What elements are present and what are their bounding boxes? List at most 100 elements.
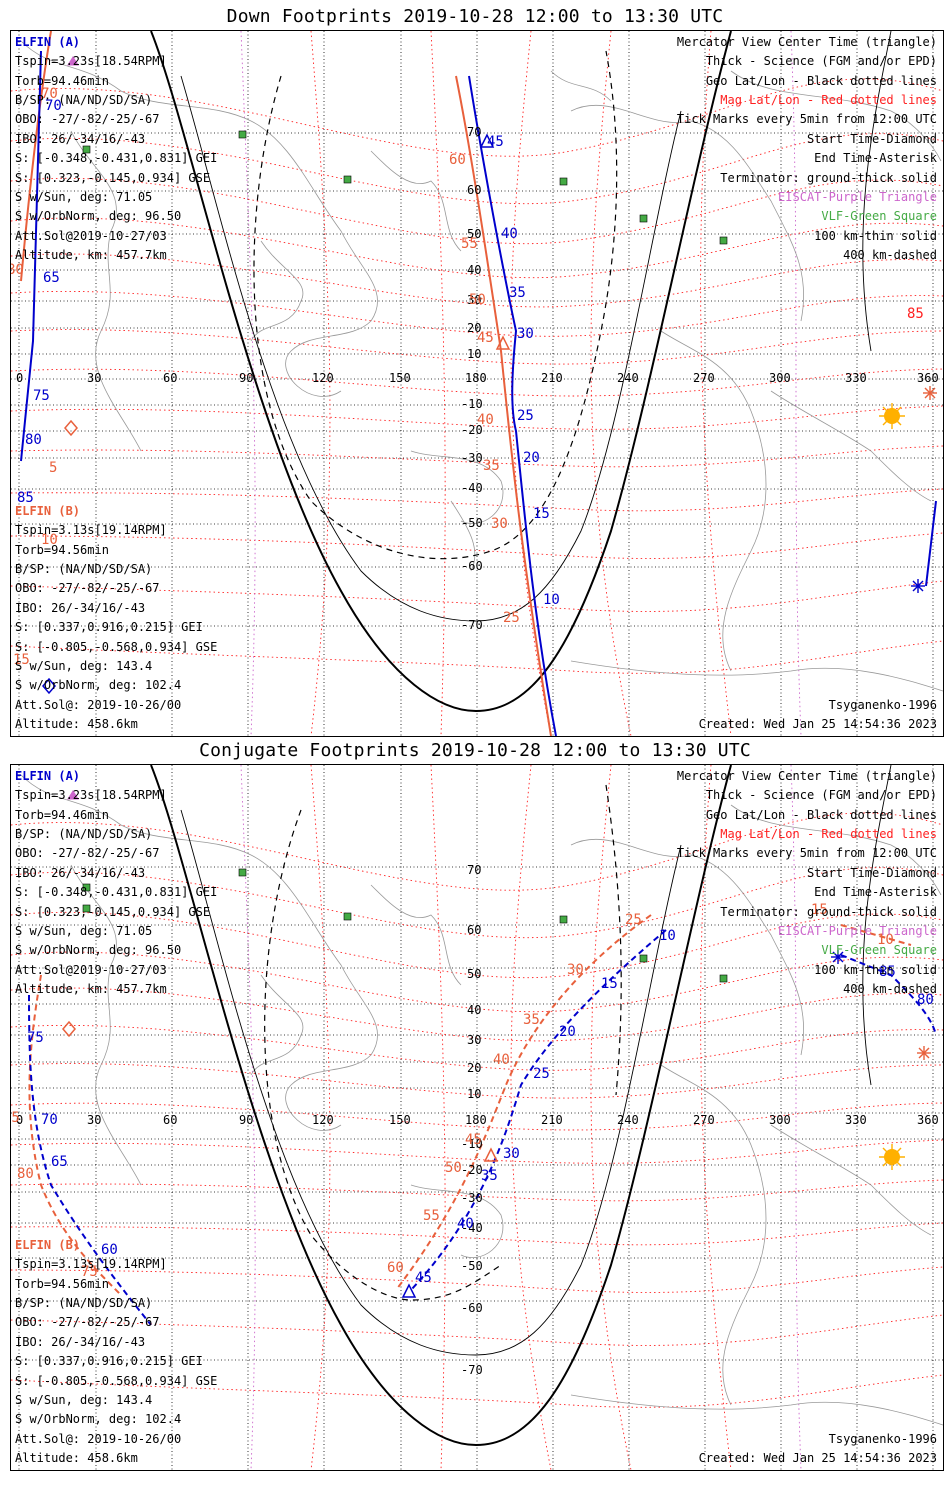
info-line: Att.Sol@2019-10-27/03: [15, 229, 167, 243]
track-label: 35: [481, 1168, 498, 1184]
info-line: IBO: 26/-34/16/-43: [15, 866, 146, 880]
info-line: Att.Sol@2019-10-27/03: [15, 963, 167, 977]
lat-tick: 20: [467, 1061, 482, 1075]
lat-tick: 10: [467, 1087, 482, 1101]
info-line: S w/Sun, deg: 143.4: [15, 659, 153, 673]
track-label: 45: [477, 330, 494, 346]
lon-tick: 180: [465, 371, 487, 385]
lon-tick: 180: [465, 1113, 487, 1127]
legend-line: End Time-Asterisk: [814, 151, 937, 165]
track-label: 45: [487, 134, 504, 150]
elfin-b-track: [20, 31, 552, 736]
lon-tick: 300: [769, 371, 791, 385]
lon-tick: 0: [16, 371, 24, 385]
info-line: Torb=94.46min: [15, 74, 109, 88]
info-line: Torb=94.46min: [15, 808, 109, 822]
lon-tick: 240: [617, 371, 639, 385]
info-line: S: [0.323,-0.145,0.934] GSE: [15, 905, 211, 919]
track-label: 60: [449, 152, 466, 168]
lat-tick: -50: [461, 516, 483, 530]
elfin-b-center-triangle-icon: [483, 1147, 499, 1162]
track-label: 10: [659, 928, 676, 944]
mag-grid: [11, 765, 943, 1470]
info-line: IBO: 26/-34/16/-43: [15, 601, 146, 615]
lat-tick: -60: [461, 1301, 483, 1315]
lon-tick: 120: [312, 1113, 334, 1127]
info-line: OBO: -27/-82/-25/-67: [15, 581, 160, 595]
lon-tick: 210: [541, 1113, 563, 1127]
elfin-a-center-triangle-icon: [401, 1283, 417, 1298]
info-line: S: [0.337,0.916,0.215] GEI: [15, 620, 203, 634]
conjugate-panel-title: Conjugate Footprints 2019-10-28 12:00 to…: [199, 740, 751, 761]
track-label: 10: [543, 592, 560, 608]
coastlines: [20, 40, 943, 692]
legend-line: Thick - Science (FGM and/or EPD): [705, 788, 937, 802]
lat-tick: -30: [461, 1191, 483, 1205]
eiscat-triangle-icon: [67, 790, 79, 800]
track-label: 30: [503, 1146, 520, 1162]
track-label: 20: [559, 1024, 576, 1040]
track-label: 75: [33, 388, 50, 404]
lat-tick: -10: [461, 1137, 483, 1151]
info-line: Tspin=3.23s[18.54RPM]: [15, 788, 167, 802]
track-label: 40: [477, 412, 494, 428]
track-label: 45: [415, 1270, 432, 1286]
track-label: 55: [423, 1208, 440, 1224]
lat-tick: -10: [461, 397, 483, 411]
track-label: 40: [493, 1052, 510, 1068]
lat-tick: -40: [461, 1221, 483, 1235]
track-label: 80: [25, 432, 42, 448]
lat-tick: -20: [461, 1163, 483, 1177]
elfin-a-center-triangle-icon: [479, 133, 495, 148]
elfin-b-track: [28, 914, 912, 1296]
info-line: Att.Sol@: 2019-10-26/00: [15, 698, 182, 712]
model-name: Tsyganenko-1996: [828, 1432, 937, 1446]
lon-tick: 150: [389, 1113, 411, 1127]
info-line: S w/OrbNorm, deg: 102.4: [15, 1412, 182, 1426]
elfin-a-start-diamond-icon: [42, 677, 56, 695]
lon-tick: 60: [163, 371, 178, 385]
legend-line: 100 km-thin solid: [814, 963, 937, 977]
info-line: Torb=94.56min: [15, 543, 109, 557]
lat-tick: 30: [467, 1033, 482, 1047]
elfin-a-end-asterisk-icon: [831, 950, 845, 964]
down-panel-title: Down Footprints 2019-10-28 12:00 to 13:3…: [226, 6, 724, 27]
track-label: 80: [11, 262, 24, 278]
lat-tick: -70: [461, 1363, 483, 1377]
elfin-a-header: ELFIN (A): [15, 769, 81, 783]
track-label: 10: [877, 932, 894, 948]
info-line: Altitude, km: 457.7km: [15, 982, 167, 996]
mag-grid: [11, 31, 943, 736]
down-footprints-panel: 0 30 60 90 120 150 180 210 240 270 300 3…: [10, 30, 944, 737]
lon-tick: 270: [693, 371, 715, 385]
info-line: B/SP: (NA/ND/SD/SA): [15, 562, 153, 576]
legend-line: Geo Lat/Lon - Black dotted lines: [705, 74, 937, 88]
track-label: 70: [45, 98, 62, 114]
lat-tick: -70: [461, 618, 483, 632]
lat-tick: -40: [461, 481, 483, 495]
info-line: S: [-0.805,-0.568,0.934] GSE: [15, 1374, 218, 1388]
eiscat-triangle-icon: [67, 56, 79, 66]
info-line: OBO: -27/-82/-25/-67: [15, 112, 160, 126]
legend-line: Tick Marks every 5min from 12:00 UTC: [676, 846, 937, 860]
info-line: S: [0.323,-0.145,0.934] GSE: [15, 171, 211, 185]
elfin-b-header: ELFIN (B): [15, 1238, 81, 1252]
info-line: IBO: 26/-34/16/-43: [15, 1335, 146, 1349]
legend-line: VLF-Green Square: [821, 943, 937, 957]
track-label: 50: [445, 1160, 462, 1176]
legend-line: Thick - Science (FGM and/or EPD): [705, 54, 937, 68]
info-line: S: [0.337,0.916,0.215] GEI: [15, 1354, 203, 1368]
legend-line: 400 km-dashed: [843, 982, 937, 996]
info-line: OBO: -27/-82/-25/-67: [15, 846, 160, 860]
track-label: 85: [879, 964, 896, 980]
lon-tick: 0: [16, 1113, 24, 1127]
track-label: 35: [523, 1012, 540, 1028]
lon-tick: 330: [845, 371, 867, 385]
track-label: 60: [101, 1242, 118, 1258]
track-label: 30: [567, 962, 584, 978]
track-label: 65: [51, 1154, 68, 1170]
lat-tick: 40: [467, 1003, 482, 1017]
track-label: 30: [491, 516, 508, 532]
legend-line: Geo Lat/Lon - Black dotted lines: [705, 808, 937, 822]
legend-line: Terminator: ground-thick solid: [720, 905, 937, 919]
